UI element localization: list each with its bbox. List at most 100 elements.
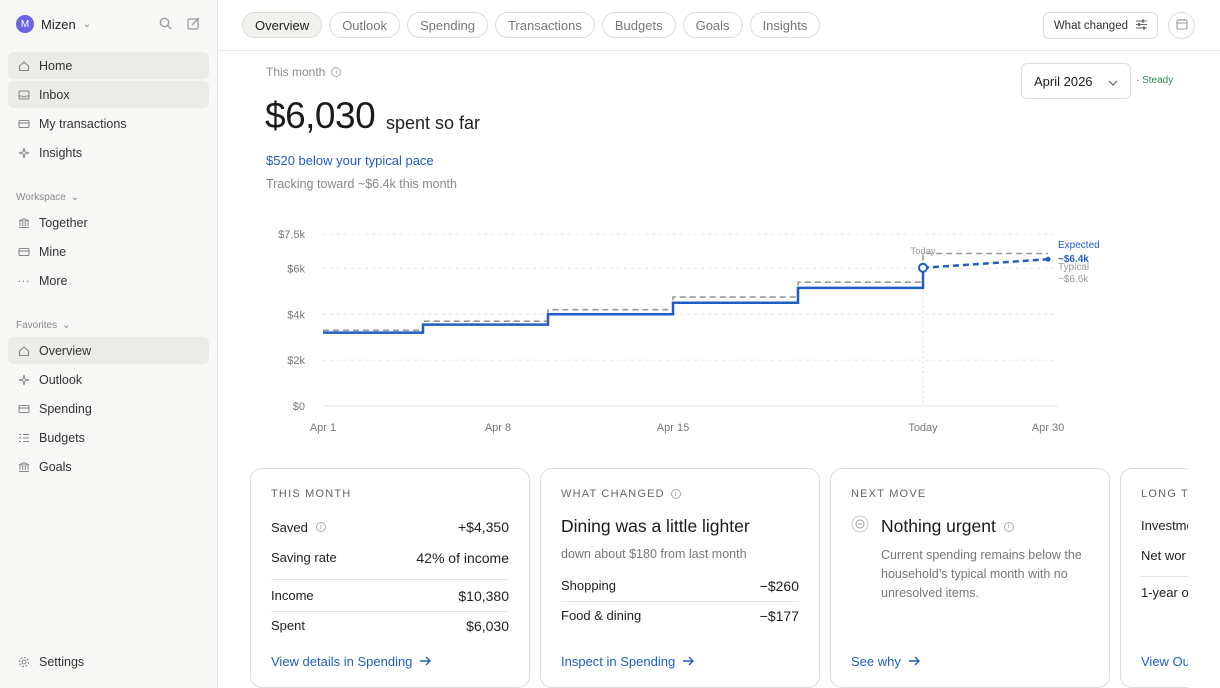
sidebar-item-together[interactable]: Together — [8, 209, 209, 236]
card-label: LONG T — [1141, 488, 1188, 500]
favorites-section-label[interactable]: Favorites ⌄ — [16, 320, 71, 331]
spent-row: Spent $6,030 — [271, 618, 509, 634]
y-tick-label: $6k — [287, 263, 305, 275]
gear-icon — [17, 655, 30, 668]
tab-outlook[interactable]: Outlook — [329, 12, 400, 38]
calendar-button[interactable] — [1168, 12, 1195, 39]
saved-row: Saved i +$4,350 — [271, 519, 509, 535]
sidebar-item-label: Insights — [39, 145, 83, 160]
sidebar-item-mine[interactable]: Mine — [8, 238, 209, 265]
calendar-icon — [1175, 17, 1188, 35]
tab-spending[interactable]: Spending — [407, 12, 488, 38]
sidebar-item-overview[interactable]: Overview — [8, 337, 209, 364]
sidebar-item-inbox[interactable]: Inbox — [8, 81, 209, 108]
typical-series-line — [323, 252, 1048, 332]
tab-bar: Overview Outlook Spending Transactions B… — [242, 12, 821, 38]
expected-forecast-line — [922, 257, 1049, 269]
card-subtitle: down about $180 from last month — [561, 547, 747, 561]
more-icon: ··· — [17, 273, 30, 288]
tab-goals[interactable]: Goals — [682, 12, 743, 38]
tab-budgets[interactable]: Budgets — [601, 12, 676, 38]
long-term-card: LONG T Investme Net wor 1-year o View Ou — [1120, 468, 1188, 688]
info-icon[interactable]: i — [315, 522, 326, 532]
sidebar-item-label: Mine — [39, 244, 67, 259]
card-icon — [17, 117, 30, 130]
view-outlook-link[interactable]: View Ou — [1141, 654, 1188, 669]
sidebar-item-label: Overview — [39, 343, 92, 358]
sidebar: M Mizen ⌄ Home Inbox My transactions Ins… — [0, 0, 218, 688]
sidebar-item-spending[interactable]: Spending — [8, 395, 209, 422]
x-tick-label: Apr 15 — [657, 422, 689, 434]
card-label: WHAT CHANGED i — [561, 488, 681, 500]
sidebar-item-label: Spending — [39, 401, 92, 416]
bank-icon — [17, 216, 30, 229]
y-tick-label: $7.5k — [278, 229, 305, 241]
divider — [271, 611, 509, 612]
sidebar-item-insights[interactable]: Insights — [8, 139, 209, 166]
inspect-link[interactable]: Inspect in Spending — [561, 654, 695, 669]
shopping-row: Shopping −$260 — [561, 578, 799, 594]
card-body: Current spending remains below the house… — [881, 548, 1082, 600]
chevron-down-icon: ⌄ — [62, 320, 71, 331]
month-select[interactable]: April 2026 — [1021, 63, 1131, 99]
info-icon[interactable]: i — [331, 67, 342, 77]
home-icon — [17, 344, 30, 357]
spending-chart: $0 $2k $4k $6k $7.5k Apr 1 Apr 8 Apr 15 Today Apr… — [278, 229, 1100, 434]
food-row: Food & dining −$177 — [561, 608, 799, 624]
arrow-right-icon — [683, 654, 695, 669]
sidebar-item-more[interactable]: ··· More — [8, 267, 209, 294]
expected-end-label: ~$6.4k — [1058, 254, 1089, 265]
sliders-icon — [1136, 19, 1147, 33]
net-worth-row: Net wor — [1141, 548, 1186, 563]
sidebar-item-budgets[interactable]: Budgets — [8, 424, 209, 451]
sidebar-item-my-transactions[interactable]: My transactions — [8, 110, 209, 137]
info-icon[interactable]: i — [1003, 521, 1014, 532]
saving-rate-row: Saving rate 42% of income — [271, 550, 509, 566]
minus-circle-icon — [851, 515, 869, 538]
bank-icon — [17, 460, 30, 473]
info-icon[interactable]: i — [670, 489, 681, 499]
tracking-text: Tracking toward ~$6.4k this month — [266, 177, 457, 191]
pace-link[interactable]: $520 below your typical pace — [266, 153, 434, 168]
see-why-link[interactable]: See why — [851, 654, 920, 669]
divider — [271, 579, 509, 580]
card-title: Dining was a little lighter — [561, 516, 750, 536]
inbox-icon — [17, 88, 30, 101]
search-icon[interactable] — [157, 15, 173, 31]
next-move-card: NEXT MOVE Nothing urgent i Current spend… — [830, 468, 1110, 688]
workspace-switcher[interactable]: M Mizen ⌄ — [16, 15, 91, 33]
tab-overview[interactable]: Overview — [242, 12, 323, 38]
sidebar-item-label: Home — [39, 58, 73, 73]
sidebar-item-outlook[interactable]: Outlook — [8, 366, 209, 393]
x-tick-label: Apr 1 — [310, 422, 336, 434]
workspace-section-label[interactable]: Workspace ⌄ — [16, 192, 80, 203]
sidebar-item-home[interactable]: Home — [8, 52, 209, 79]
y-tick-label: $2k — [287, 355, 305, 367]
sidebar-item-goals[interactable]: Goals — [8, 453, 209, 480]
income-row: Income $10,380 — [271, 588, 509, 604]
compose-icon[interactable] — [185, 15, 201, 31]
sidebar-item-label: Together — [39, 215, 88, 230]
card-title: Nothing urgent i — [881, 516, 1014, 537]
divider — [561, 601, 799, 602]
sidebar-item-label: Settings — [39, 654, 85, 669]
today-label: Today — [910, 246, 936, 257]
sidebar-item-label: Goals — [39, 459, 72, 474]
typical-end-label: ~$6.6k — [1058, 274, 1089, 285]
y-tick-label: $0 — [293, 401, 305, 413]
tab-transactions[interactable]: Transactions — [494, 12, 595, 38]
what-changed-button[interactable]: What changed — [1042, 12, 1158, 39]
expected-legend-label: Expected — [1058, 240, 1100, 251]
y-tick-label: $4k — [287, 309, 305, 321]
tab-insights[interactable]: Insights — [749, 12, 821, 38]
sidebar-item-settings[interactable]: Settings — [8, 648, 209, 675]
expected-actual-line — [323, 267, 925, 334]
workspace-name: Mizen — [41, 16, 76, 32]
sidebar-item-label: My transactions — [39, 116, 127, 131]
top-bar: Overview Outlook Spending Transactions B… — [218, 0, 1220, 51]
view-details-link[interactable]: View details in Spending — [271, 654, 432, 669]
chevron-down-icon: ⌄ — [70, 192, 80, 203]
month-value: April 2026 — [1034, 73, 1093, 89]
divider — [1141, 576, 1188, 577]
expected-end-point — [1045, 256, 1051, 262]
